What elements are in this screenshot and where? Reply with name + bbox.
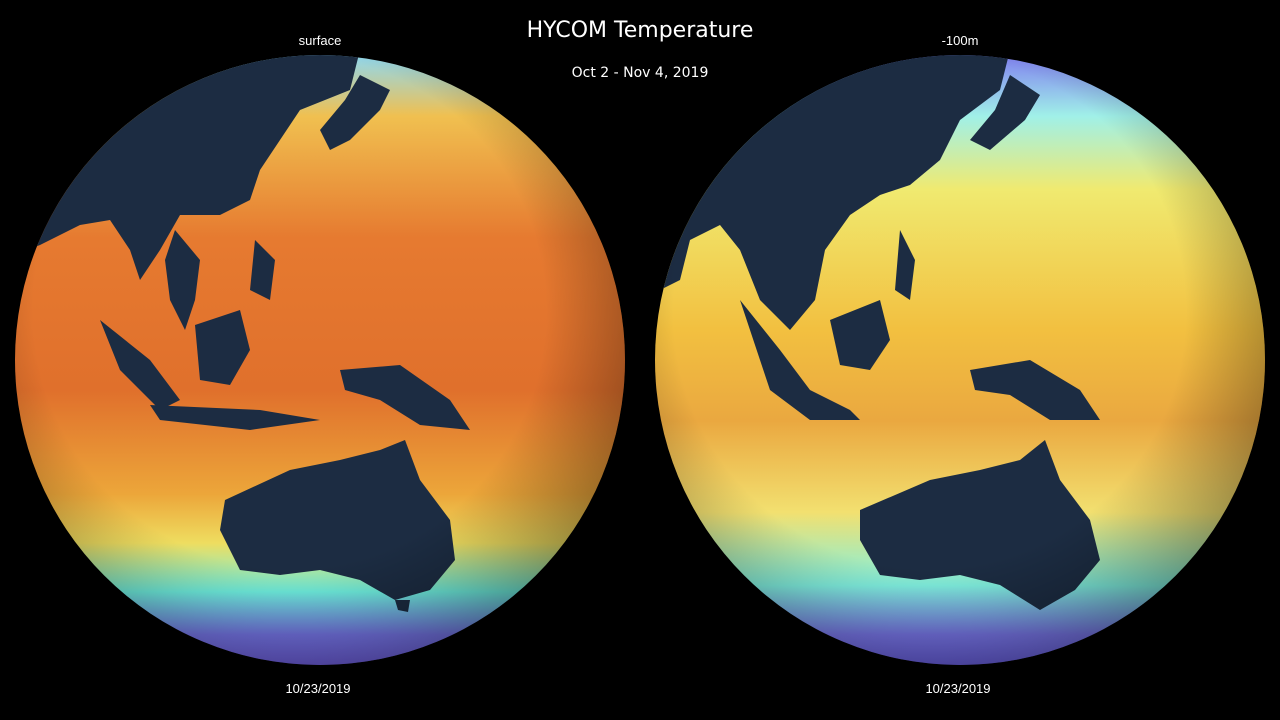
globe-label: -100m: [942, 33, 979, 48]
globe-surface: surface 10/23/2019: [15, 33, 625, 696]
globe-shade: [655, 55, 1265, 665]
globe-100m: -100m 10/23/2019: [655, 33, 1265, 696]
subtitle: Oct 2 - Nov 4, 2019: [572, 65, 709, 81]
title: HYCOM Temperature: [527, 18, 754, 43]
globe-label: surface: [299, 33, 342, 48]
date: 10/23/2019: [285, 681, 350, 696]
date: 10/23/2019: [925, 681, 990, 696]
globe-shade: [15, 55, 625, 665]
